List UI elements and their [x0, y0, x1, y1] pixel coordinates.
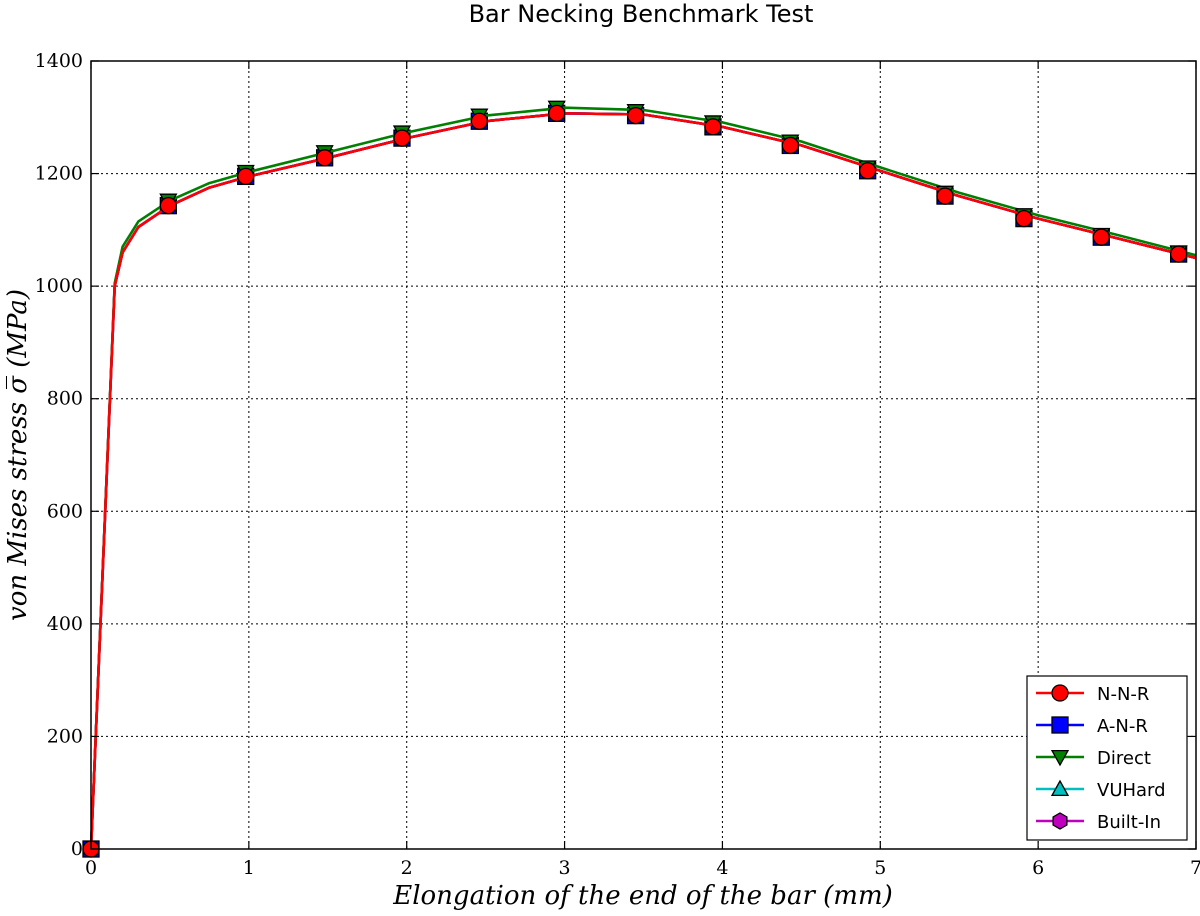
- data-point: [1015, 209, 1033, 228]
- plot-frame: [90, 60, 1197, 850]
- data-point: [626, 106, 645, 125]
- x-axis-label: Elongation of the end of the bar (mm): [392, 881, 893, 911]
- legend-item: A-N-R: [1036, 716, 1148, 737]
- y-axis-label: von Mises stress σ̅ (MPa): [3, 289, 33, 621]
- legend-marker: [1051, 716, 1069, 734]
- y-tick-label: 600: [47, 500, 83, 522]
- legend-item: Direct: [1036, 748, 1151, 769]
- data-point: [393, 129, 411, 147]
- data-point: [159, 197, 178, 215]
- legend-item: N-N-R: [1036, 684, 1149, 705]
- series-layer: [82, 100, 1197, 858]
- data-point: [781, 136, 799, 155]
- y-tick-label: 1400: [35, 50, 83, 72]
- y-tick-label: 1000: [35, 275, 83, 297]
- y-tick-label: 800: [47, 388, 83, 410]
- legend-marker: [1050, 749, 1070, 767]
- ticks: 0 1 2 3 4 5 6 7 0 200 400 600 800 1000 1200 1400: [35, 50, 1200, 879]
- grid: [91, 61, 1196, 849]
- data-point: [936, 187, 954, 205]
- legend-label: N-N-R: [1097, 684, 1149, 705]
- legend-marker: [1052, 812, 1068, 830]
- data-point: [315, 149, 334, 167]
- x-tick-label: 2: [401, 857, 413, 879]
- y-tick-label: 400: [47, 613, 83, 635]
- x-tick-label: 4: [716, 857, 728, 879]
- x-tick-label: 7: [1190, 857, 1200, 879]
- data-point: [237, 167, 255, 186]
- data-point: [704, 118, 722, 136]
- data-point: [470, 112, 488, 130]
- data-point: [548, 104, 566, 122]
- legend-label: VUHard: [1097, 780, 1166, 801]
- chart-title: Bar Necking Benchmark Test: [469, 0, 814, 28]
- x-tick-label: 1: [243, 857, 255, 879]
- legend-marker: [1051, 684, 1069, 702]
- data-point: [1092, 228, 1110, 246]
- legend-label: A-N-R: [1097, 716, 1148, 737]
- legend-label: Built-In: [1097, 812, 1161, 833]
- y-tick-label: 200: [47, 725, 83, 747]
- legend-marker: [1050, 779, 1070, 797]
- series-n-n-r: [82, 104, 1197, 858]
- x-tick-label: 6: [1032, 857, 1044, 879]
- data-point: [1169, 245, 1188, 263]
- legend: N-N-R A-N-R Direct VUHard Built-In: [1026, 675, 1188, 841]
- x-tick-label: 5: [874, 857, 886, 879]
- x-tick-label: 3: [559, 857, 571, 879]
- legend-label: Direct: [1097, 748, 1151, 769]
- y-tick-label: 0: [71, 838, 83, 860]
- legend-item: Built-In: [1036, 812, 1161, 833]
- y-tick-label: 1200: [35, 163, 83, 185]
- x-tick-label: 0: [85, 857, 97, 879]
- legend-item: VUHard: [1036, 779, 1166, 801]
- data-point: [859, 162, 877, 180]
